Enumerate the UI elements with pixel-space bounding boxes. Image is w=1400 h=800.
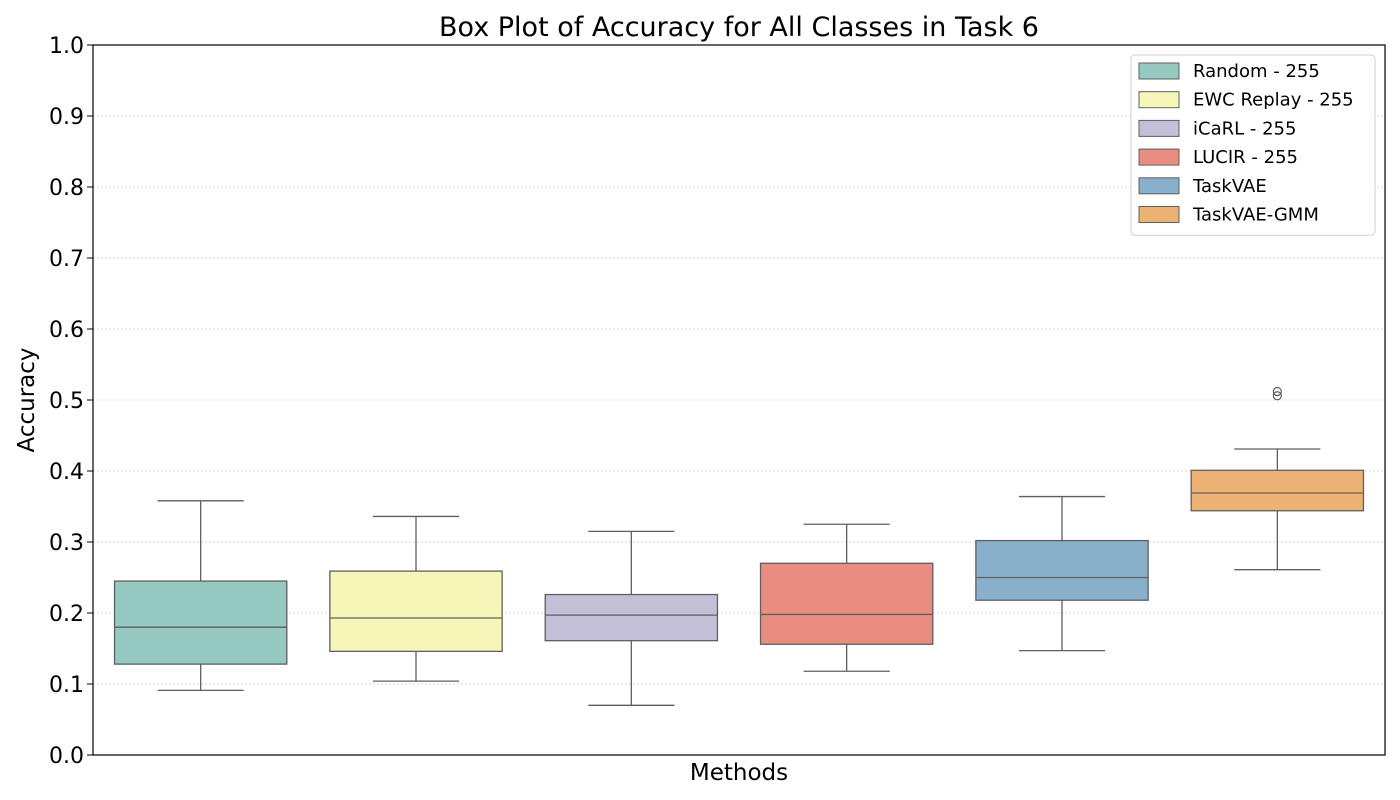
- box-random-255: [113, 500, 288, 692]
- y-axis-label: Accuracy: [14, 347, 40, 452]
- y-axis-ticks: 0.0 0.1 0.2 0.3 0.4 0.5 0.6 0.7 0.8 0.9 1.0: [49, 34, 93, 769]
- box-ewc-replay-255: [329, 515, 503, 682]
- y-tick-label: 0.3: [49, 531, 84, 556]
- box-lucir-255: [759, 523, 934, 672]
- legend-label: TaskVAE-GMM: [1192, 205, 1319, 226]
- y-tick-label: 0.4: [49, 460, 84, 485]
- y-tick-label: 0.6: [49, 318, 84, 343]
- iqr-box: [975, 539, 1149, 601]
- y-tick-label: 0.2: [49, 602, 84, 627]
- y-tick-label: 0.1: [49, 673, 84, 698]
- legend-label: LUCIR - 255: [1193, 147, 1298, 168]
- x-axis-label: Methods: [690, 760, 788, 786]
- iqr-box: [759, 562, 934, 645]
- y-tick-label: 0.9: [49, 105, 84, 130]
- legend-label: Random - 255: [1193, 61, 1320, 82]
- y-tick-label: 0.7: [49, 247, 84, 272]
- iqr-box: [329, 570, 503, 652]
- legend: Random - 255 EWC Replay - 255 iCaRL - 255 L…: [1130, 54, 1376, 236]
- legend-label: iCaRL - 255: [1193, 118, 1296, 139]
- box-taskvae: [975, 495, 1149, 652]
- box-icarl-255: [544, 530, 719, 706]
- legend-frame: [1130, 54, 1376, 236]
- legend-label: EWC Replay - 255: [1193, 90, 1354, 111]
- box-taskvae-gmm: [1190, 386, 1365, 571]
- legend-label: TaskVAE: [1192, 176, 1267, 197]
- iqr-box: [544, 593, 719, 642]
- y-tick-label: 0.8: [49, 176, 84, 201]
- y-tick-label: 0.0: [49, 744, 84, 769]
- y-tick-label: 1.0: [49, 34, 84, 59]
- legend-swatch: [1138, 148, 1180, 166]
- iqr-box: [113, 580, 288, 665]
- legend-swatch: [1138, 206, 1180, 223]
- legend-swatch: [1138, 177, 1180, 195]
- legend-swatch: [1138, 119, 1180, 137]
- y-tick-label: 0.5: [49, 389, 84, 414]
- chart-title: Box Plot of Accuracy for All Classes in …: [439, 12, 1039, 43]
- legend-swatch: [1138, 62, 1180, 80]
- boxes: [113, 386, 1365, 706]
- iqr-box: [1190, 469, 1365, 512]
- plot-frame: [92, 44, 1386, 756]
- legend-swatch: [1138, 91, 1180, 109]
- outlier-point: [1272, 386, 1282, 397]
- outlier-point: [1272, 391, 1282, 401]
